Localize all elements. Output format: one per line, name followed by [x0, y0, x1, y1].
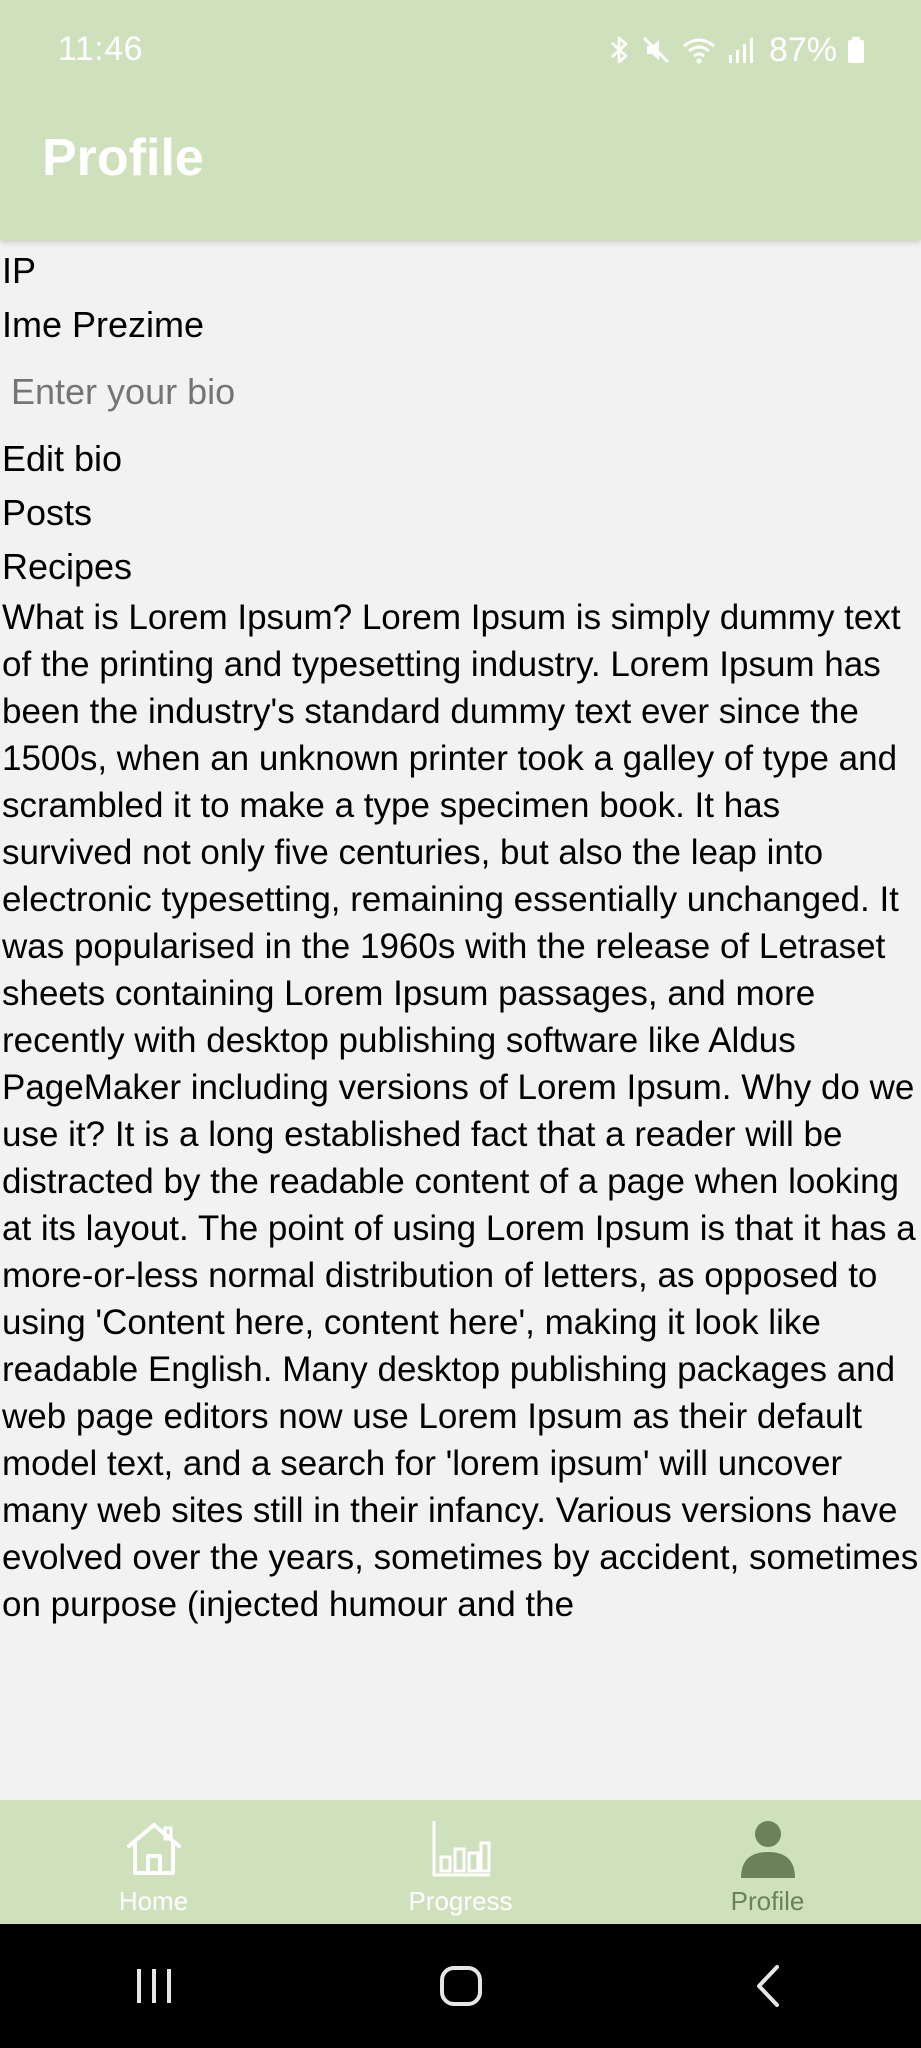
app-bar: 11:46 87% Profile	[0, 0, 921, 240]
recipes-label[interactable]: Recipes	[2, 546, 133, 587]
bar-chart-icon	[430, 1818, 492, 1880]
posts-label[interactable]: Posts	[2, 492, 93, 533]
wifi-icon	[681, 35, 717, 65]
nav-profile[interactable]: Profile	[614, 1800, 921, 1924]
back-button[interactable]	[708, 1946, 828, 2026]
nav-progress-label: Progress	[408, 1886, 513, 1916]
home-button[interactable]	[401, 1946, 521, 2026]
nav-home[interactable]: Home	[0, 1800, 307, 1924]
signal-icon	[727, 35, 755, 65]
nav-home-label: Home	[118, 1886, 189, 1916]
edit-bio-button[interactable]: Edit bio	[2, 438, 123, 479]
status-bar: 11:46 87%	[0, 0, 921, 100]
recent-apps-icon	[136, 1969, 171, 2003]
nav-profile-label: Profile	[730, 1886, 805, 1916]
profile-initials: IP	[2, 250, 37, 291]
mute-icon	[641, 35, 671, 65]
nav-progress[interactable]: Progress	[307, 1800, 614, 1924]
person-icon	[738, 1818, 798, 1880]
recent-apps-button[interactable]	[94, 1946, 214, 2026]
bluetooth-icon	[609, 35, 631, 65]
home-circle-icon	[439, 1966, 482, 2006]
bio-input[interactable]	[0, 352, 921, 432]
profile-name: Ime Prezime	[2, 304, 205, 345]
battery-icon	[847, 35, 865, 65]
status-icons: 87%	[609, 28, 865, 72]
back-icon	[756, 1965, 779, 2007]
home-icon	[123, 1818, 185, 1880]
bio-text-block: What is Lorem Ipsum? Lorem Ipsum is simp…	[2, 598, 919, 1624]
status-time: 11:46	[58, 30, 144, 68]
page-title: Profile	[42, 129, 204, 187]
bottom-nav: Home Progress Profile	[0, 1800, 921, 1924]
system-nav-bar	[0, 1924, 921, 2048]
battery-percentage: 87%	[768, 30, 837, 69]
profile-content[interactable]: IP Ime Prezime Edit bio Posts Recipes Wh…	[0, 240, 921, 1800]
